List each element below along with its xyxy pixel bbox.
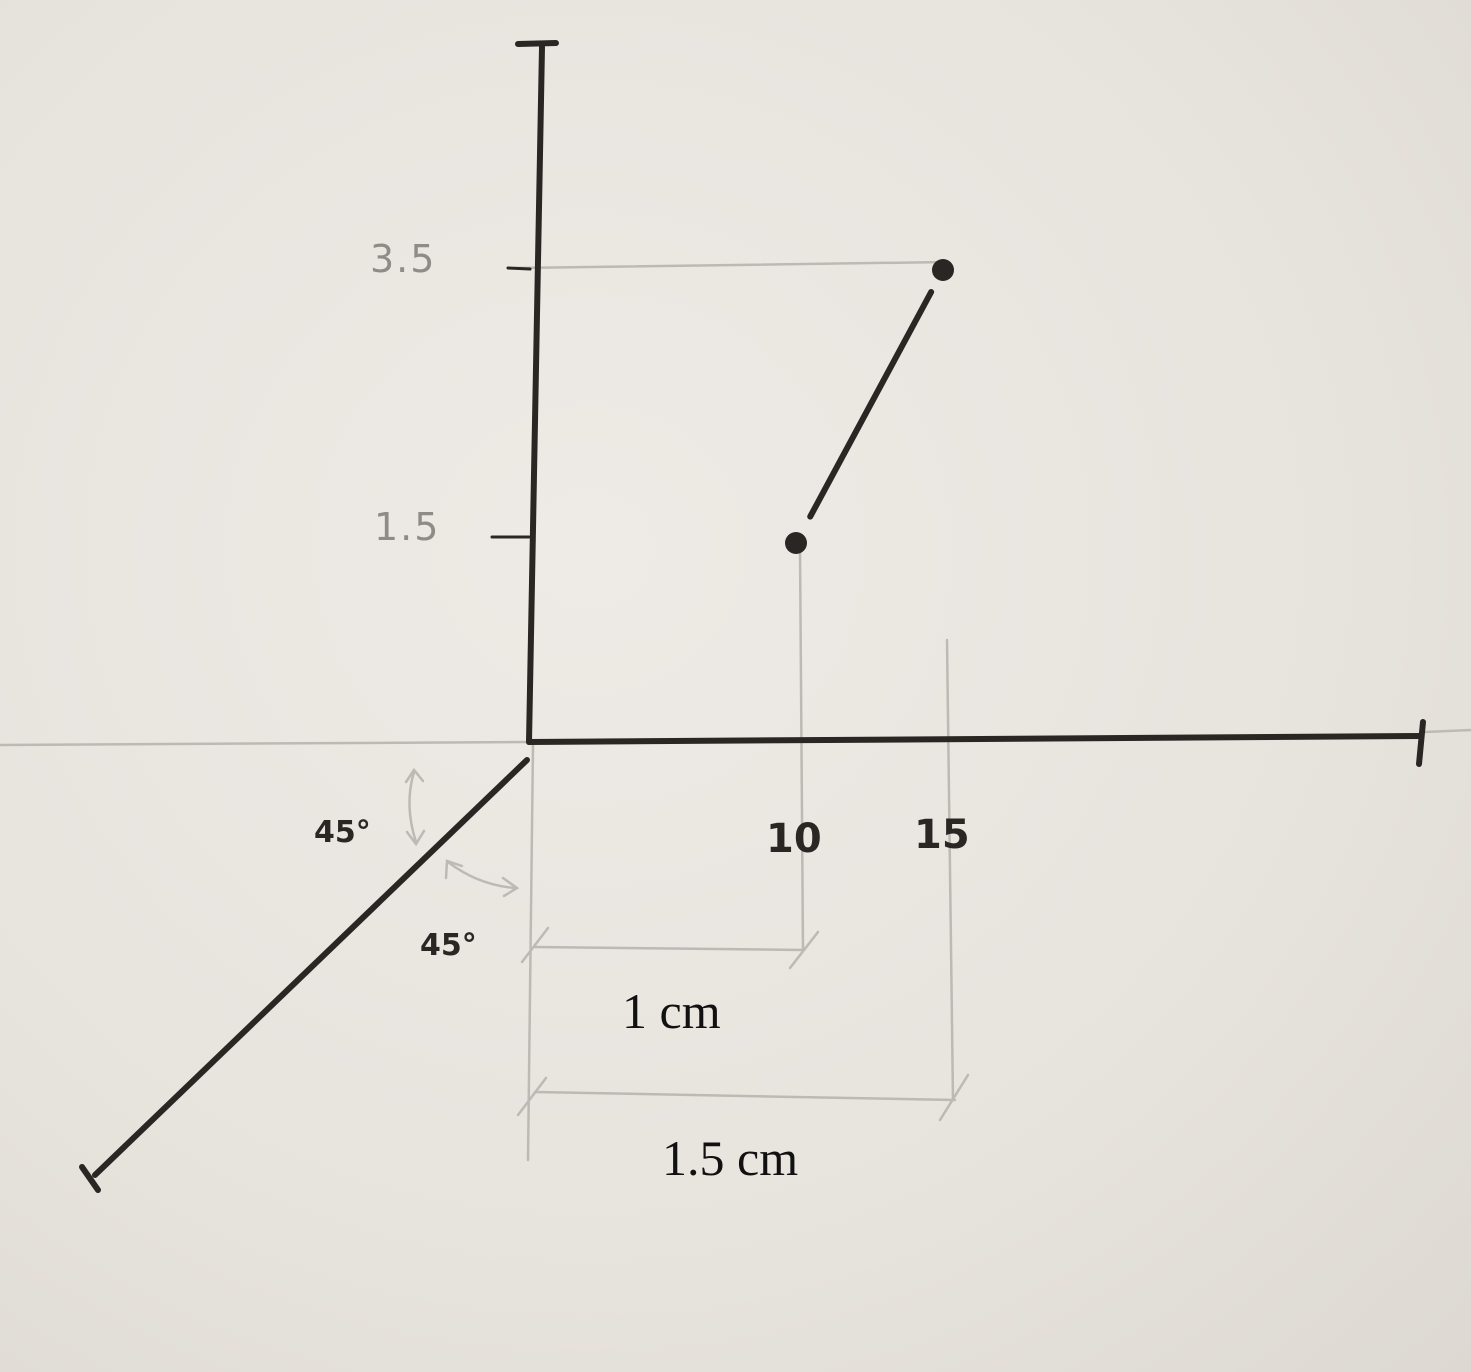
y-3-5-guide-line: [513, 260, 950, 270]
dimension-label-long: 1.5 cm: [662, 1130, 798, 1186]
y-label-upper: 3.5: [370, 237, 436, 281]
y-axis: [526, 44, 545, 745]
dim-1cm-right-tick: [788, 930, 820, 970]
upper-angle-arc: [408, 770, 418, 844]
angle-label-lower: 45°: [420, 928, 477, 963]
data-point-1: [785, 532, 807, 554]
data-point-2: [932, 259, 954, 281]
lower-angle-arrowhead-right: [501, 876, 520, 898]
pencil-guides: [0, 260, 1471, 1162]
lower-angle-arrowhead-left: [444, 859, 464, 880]
x-label-first: 10: [766, 816, 822, 862]
dim-1cm-line: [533, 945, 805, 952]
dimension-label-short: 1 cm: [622, 983, 721, 1039]
left-x-guide-line: [0, 740, 532, 747]
y-label-lower: 1.5: [374, 505, 440, 549]
z-axis: [92, 757, 530, 1178]
y-axis-end-cap: [515, 40, 559, 47]
data-sketch: [807, 289, 935, 520]
ink-axes: [79, 40, 1426, 1193]
x-15-guide-line: [945, 638, 955, 1102]
x-10-guide-line: [798, 546, 805, 952]
right-x-guide-line: [1423, 728, 1471, 734]
data-segment-line: [807, 289, 935, 520]
dim-1-5cm-line: [533, 1090, 957, 1102]
angle-label-upper: 45°: [314, 815, 371, 850]
upper-angle-arrowhead-bottom: [405, 829, 426, 847]
upper-angle-arrowhead-top: [404, 767, 425, 784]
dim-1-5cm-left-tick: [516, 1076, 548, 1117]
dim-1cm-left-tick: [520, 926, 550, 964]
data-points: [785, 259, 954, 554]
dim-1-5cm-right-tick: [938, 1073, 970, 1122]
lower-angle-arc: [446, 860, 517, 890]
y-tick-3-5: [506, 266, 532, 271]
z-axis-end-cap: [79, 1164, 101, 1193]
x-axis: [526, 733, 1424, 745]
x-label-second: 15: [914, 812, 970, 858]
x-axis-end-cap: [1416, 719, 1426, 767]
